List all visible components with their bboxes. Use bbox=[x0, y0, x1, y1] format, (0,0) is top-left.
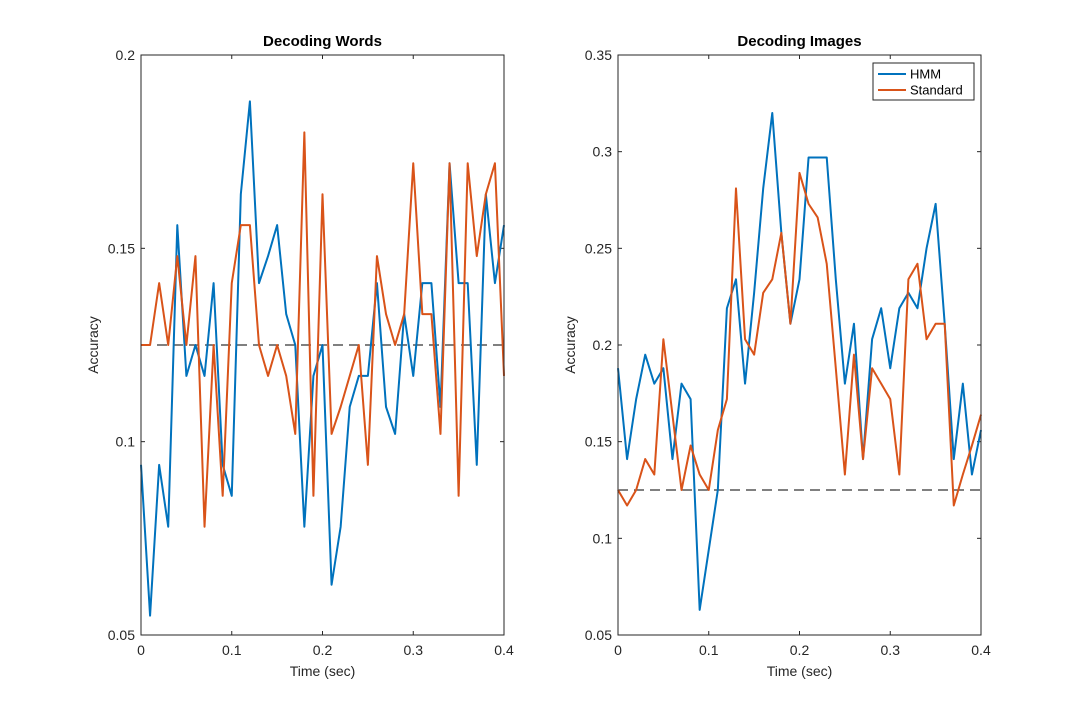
panel-decoding-images: Decoding Images Time (sec) Accuracy 0 0.1… bbox=[562, 33, 991, 679]
data-lines bbox=[140, 100, 505, 617]
y-axis-label: Accuracy bbox=[562, 316, 578, 374]
y-axis-label: Accuracy bbox=[85, 316, 101, 374]
x-tick-label: 0.3 bbox=[404, 642, 424, 658]
x-tick-label: 0.4 bbox=[494, 642, 514, 658]
data-lines bbox=[617, 112, 982, 611]
chart-title: Decoding Images bbox=[737, 33, 861, 50]
x-tick-label: 0.1 bbox=[699, 642, 719, 658]
x-tick-label: 0.2 bbox=[313, 642, 333, 658]
x-tick-label: 0.3 bbox=[881, 642, 901, 658]
x-tick-label: 0 bbox=[614, 642, 622, 658]
legend: HMM Standard bbox=[872, 62, 975, 101]
axes-box bbox=[140, 54, 505, 636]
legend-label-hmm: HMM bbox=[910, 67, 941, 82]
chart-title: Decoding Words bbox=[263, 33, 382, 50]
legend-box bbox=[872, 62, 975, 101]
x-tick-label: 0.1 bbox=[222, 642, 242, 658]
y-tick-label: 0.05 bbox=[108, 627, 135, 643]
y-tick-label: 0.3 bbox=[593, 144, 613, 160]
y-tick-label: 0.05 bbox=[585, 627, 612, 643]
y-tick-label: 0.15 bbox=[585, 434, 612, 450]
tick-labels: 0 0.1 0.2 0.3 0.4 0.05 0.1 0.15 0.2 0.25 0.3 0.35 bbox=[585, 47, 991, 658]
series-line-standard bbox=[141, 131, 505, 528]
panel-decoding-words: Decoding Words Time (sec) Accuracy 0 0.1 0… bbox=[85, 33, 514, 679]
y-tick-label: 0.2 bbox=[593, 337, 613, 353]
y-tick-label: 0.1 bbox=[593, 530, 613, 546]
y-tick-label: 0.2 bbox=[116, 47, 136, 63]
y-tick-label: 0.15 bbox=[108, 240, 135, 256]
x-tick-label: 0 bbox=[137, 642, 145, 658]
legend-label-standard: Standard bbox=[910, 83, 963, 98]
x-axis-label: Time (sec) bbox=[767, 663, 833, 679]
y-tick-label: 0.1 bbox=[116, 434, 136, 450]
x-axis-label: Time (sec) bbox=[290, 663, 356, 679]
tick-labels: 0 0.1 0.2 0.3 0.4 0.05 0.1 0.15 0.2 bbox=[108, 47, 514, 658]
x-tick-label: 0.4 bbox=[971, 642, 991, 658]
x-tick-label: 0.2 bbox=[790, 642, 810, 658]
series-line-standard bbox=[617, 171, 982, 507]
plot-area bbox=[618, 55, 981, 635]
y-tick-label: 0.35 bbox=[585, 47, 612, 63]
axes-box bbox=[617, 54, 982, 636]
y-tick-label: 0.25 bbox=[585, 240, 612, 256]
